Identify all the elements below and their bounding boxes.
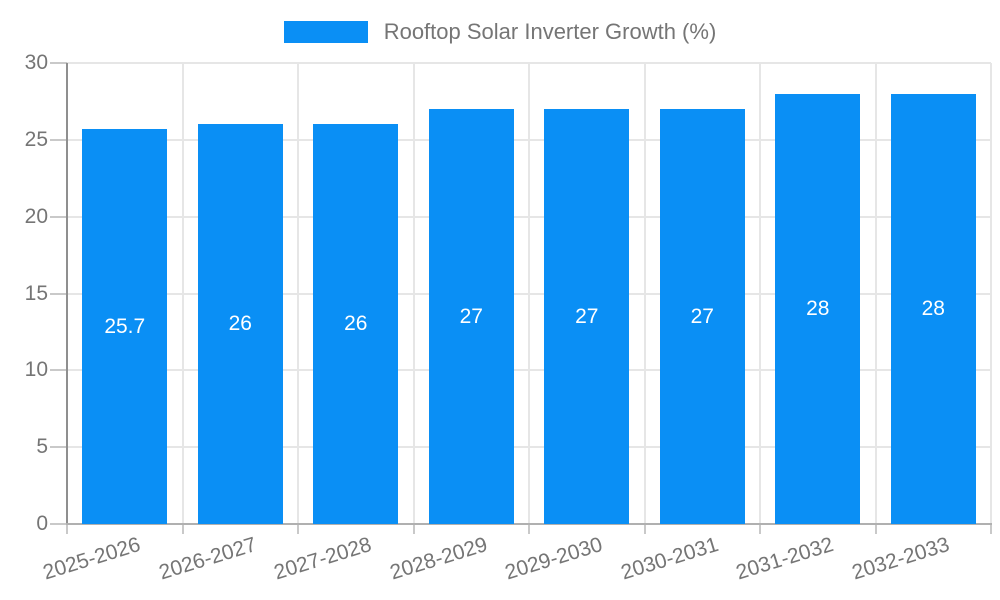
v-gridline xyxy=(990,63,992,524)
x-tick-mark xyxy=(643,524,646,534)
y-axis-tick-label: 20 xyxy=(24,204,48,228)
x-axis-tick-label: 2026-2027 xyxy=(152,533,259,584)
bar xyxy=(775,93,861,524)
x-tick-mark xyxy=(759,524,761,534)
x-tick-mark xyxy=(874,524,877,534)
x-axis-tick-label-text: 2027-2028 xyxy=(271,533,375,585)
bar xyxy=(890,93,976,524)
x-axis-tick-label: 2032-2033 xyxy=(845,533,952,584)
bar xyxy=(82,129,168,524)
bar-value-label: 28 xyxy=(806,296,830,320)
bar-value-label: 27 xyxy=(459,304,483,328)
y-tick-mark xyxy=(50,292,67,295)
x-axis-tick-label: 2025-2026 xyxy=(36,533,144,584)
bar-value-label: 26 xyxy=(228,312,252,336)
y-tick-mark xyxy=(50,215,67,218)
x-tick-mark xyxy=(297,524,299,534)
bar xyxy=(428,109,514,524)
y-axis-tick-label: 25 xyxy=(24,127,48,151)
x-tick-mark xyxy=(528,524,530,534)
x-axis-tick-label-text: 2028-2029 xyxy=(387,533,490,585)
x-axis-tick-label: 2030-2031 xyxy=(614,533,721,584)
bar-value-label: 28 xyxy=(921,296,945,320)
x-tick-mark xyxy=(66,524,68,534)
x-axis-tick-label: 2028-2029 xyxy=(383,533,490,584)
bar xyxy=(197,124,283,524)
bar-value-label: 27 xyxy=(690,304,714,328)
x-tick-mark xyxy=(412,524,415,534)
x-axis-tick-label: 2029-2030 xyxy=(498,533,606,584)
x-axis-tick-label: 2031-2032 xyxy=(729,533,837,584)
y-axis-tick-label: 5 xyxy=(36,435,48,459)
x-axis-tick-label-text: 2029-2030 xyxy=(502,533,606,585)
bar xyxy=(544,109,630,524)
v-gridline xyxy=(297,63,299,524)
v-gridline xyxy=(874,63,877,524)
v-gridline xyxy=(181,63,184,524)
v-gridline xyxy=(759,63,761,524)
bar-value-label: 25.7 xyxy=(104,314,146,338)
bar-value-label: 27 xyxy=(575,304,599,328)
bar-value-label: 26 xyxy=(344,312,368,336)
x-tick-mark xyxy=(990,524,992,534)
x-axis-tick-label: 2027-2028 xyxy=(267,533,375,584)
y-tick-mark xyxy=(50,446,67,449)
x-axis-tick-label-text: 2030-2031 xyxy=(618,533,721,585)
bar xyxy=(659,109,745,524)
y-axis-line xyxy=(66,63,68,524)
y-axis-tick-label: 10 xyxy=(24,358,48,382)
y-tick-mark xyxy=(50,138,67,141)
x-axis-tick-label-text: 2025-2026 xyxy=(40,533,144,585)
legend[interactable]: Rooftop Solar Inverter Growth (%) xyxy=(0,18,1000,46)
x-axis-line xyxy=(66,523,992,525)
legend-swatch xyxy=(283,21,368,43)
x-tick-mark xyxy=(181,524,184,534)
bar xyxy=(313,124,399,524)
y-axis-tick-label: 0 xyxy=(36,512,48,535)
y-tick-mark xyxy=(50,62,67,64)
y-axis-tick-label: 30 xyxy=(24,51,48,74)
x-axis-tick-label-text: 2031-2032 xyxy=(733,533,837,585)
y-tick-mark xyxy=(50,523,67,525)
y-tick-mark xyxy=(50,369,67,372)
y-axis-tick-label: 15 xyxy=(24,281,48,305)
x-axis-tick-label-text: 2026-2027 xyxy=(156,533,259,585)
x-axis-tick-label-text: 2032-2033 xyxy=(849,533,952,585)
v-gridline xyxy=(643,63,646,524)
v-gridline xyxy=(412,63,415,524)
legend-label: Rooftop Solar Inverter Growth (%) xyxy=(383,19,717,44)
v-gridline xyxy=(528,63,530,524)
